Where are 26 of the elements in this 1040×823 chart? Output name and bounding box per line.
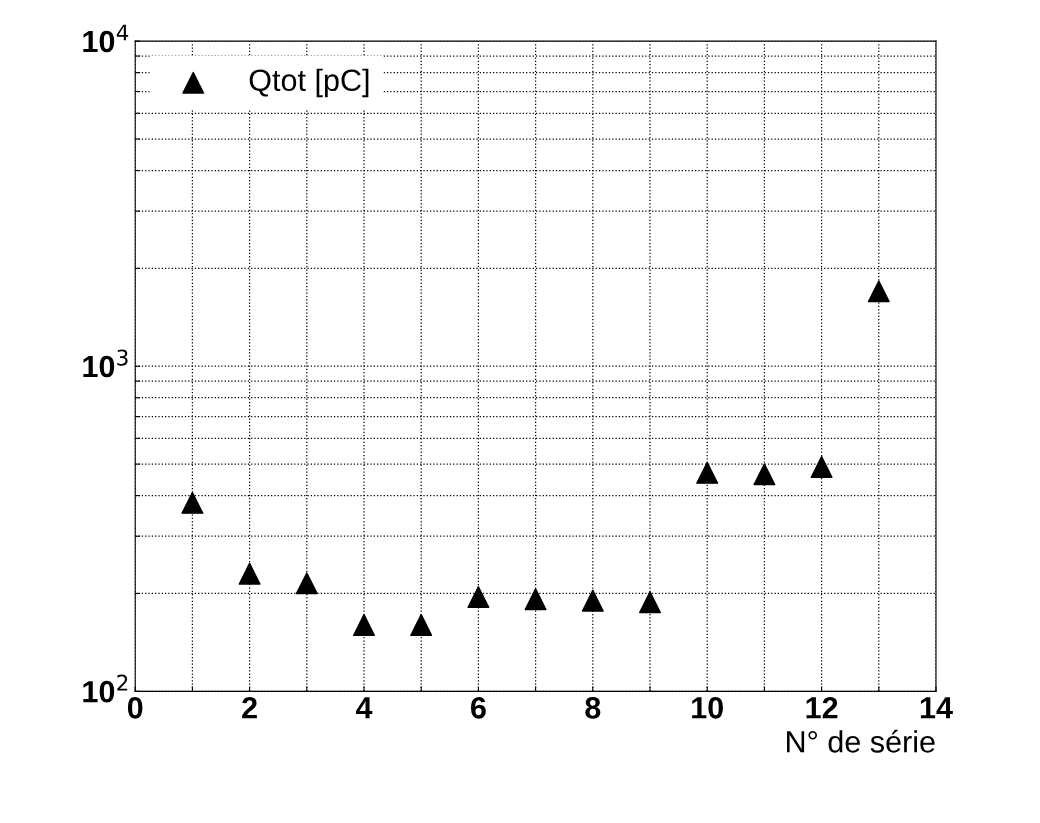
point	[410, 613, 433, 636]
x-tick-label: 14	[920, 697, 953, 719]
point	[753, 463, 776, 486]
y-tick-label: 10$^{3}$	[83, 349, 128, 378]
point	[696, 461, 719, 484]
x-tick-label: 6	[471, 696, 486, 719]
point	[238, 562, 261, 585]
point	[467, 586, 490, 609]
x-tick-label: 0	[127, 696, 143, 719]
point	[581, 589, 604, 612]
x-tick-label: 10	[692, 696, 723, 719]
y-tick-label: 10$^{2}$	[83, 674, 128, 703]
x-tick-label: 8	[585, 696, 601, 719]
x-tick-label: 2	[242, 696, 257, 719]
x-tick-label: 12	[806, 696, 838, 719]
point	[353, 613, 375, 636]
point	[867, 280, 890, 303]
y-tick-label: 10$^{4}$	[83, 24, 129, 53]
point	[181, 491, 204, 514]
point	[524, 588, 547, 611]
point	[295, 572, 318, 595]
x-axis-title: N° de série	[787, 729, 935, 753]
point	[639, 591, 661, 614]
x-tick-label: 4	[355, 697, 373, 719]
point	[810, 455, 833, 478]
legend-label: Qtot [pC]	[249, 68, 369, 98]
